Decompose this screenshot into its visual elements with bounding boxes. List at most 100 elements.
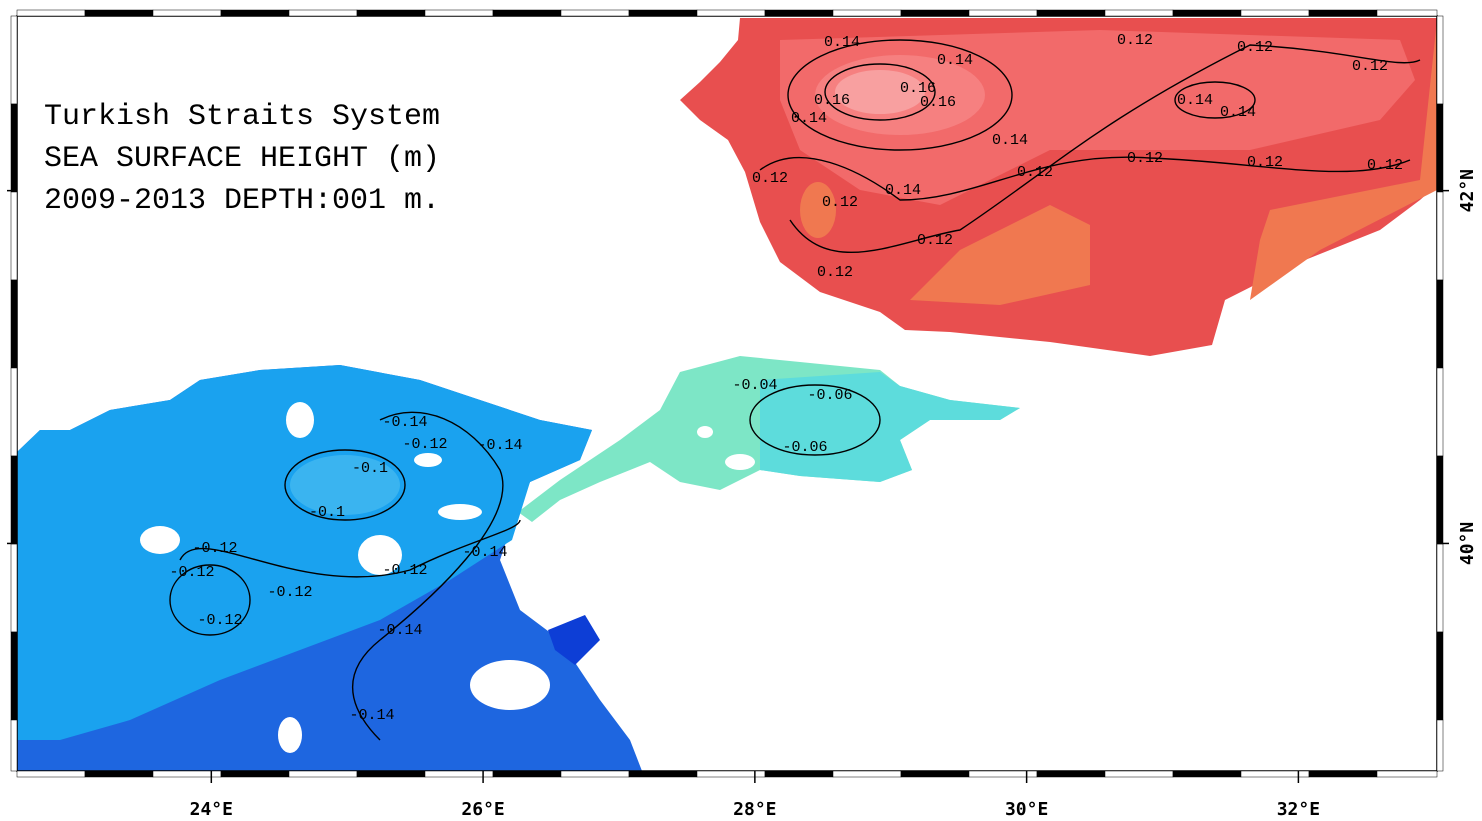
contour-label: -0.04 — [732, 377, 777, 394]
contours — [169, 39, 1421, 741]
contour-label: 0.14 — [992, 132, 1028, 149]
border-segment — [1172, 770, 1242, 778]
border-segment — [1436, 191, 1444, 281]
border-segment — [1436, 279, 1444, 369]
contour-label: 0.12 — [1367, 157, 1403, 174]
contour-label: -0.1 — [309, 504, 345, 521]
border-segment — [628, 9, 698, 17]
contour-label: 0.12 — [1247, 154, 1283, 171]
border-segment — [1436, 719, 1444, 772]
aegean-north — [17, 365, 592, 740]
border-segment — [1240, 9, 1310, 17]
border-segment — [696, 9, 766, 17]
aegean-low — [548, 615, 600, 665]
contour-label: 0.12 — [1237, 39, 1273, 56]
contour-label: 0.12 — [917, 232, 953, 249]
map-period: 2009-2013 DEPTH:001 m. — [44, 184, 440, 218]
border-segment — [764, 770, 834, 778]
border-segment — [220, 770, 290, 778]
border-segment — [10, 191, 18, 281]
border-segment — [560, 770, 630, 778]
x-tick-label: 28°E — [733, 799, 776, 820]
contour-label: -0.12 — [382, 562, 427, 579]
contour-label: -0.12 — [197, 612, 242, 629]
border-segment — [1376, 9, 1438, 17]
y-tick-label: 40°N — [1457, 522, 1478, 565]
border-segment — [1036, 9, 1106, 17]
contour-label: 0.14 — [885, 182, 921, 199]
border-segment — [832, 770, 902, 778]
border-segment — [1104, 770, 1174, 778]
x-tick-label: 24°E — [190, 799, 233, 820]
border-segment — [1436, 631, 1444, 721]
border-segment — [900, 9, 970, 17]
black-sea-low — [1250, 20, 1437, 300]
x-tick-label: 32°E — [1277, 799, 1320, 820]
contour-label: -0.1 — [352, 460, 388, 477]
border-segment — [1036, 770, 1106, 778]
border-segment — [16, 9, 86, 17]
contour-label: 0.14 — [791, 110, 827, 127]
border-segment — [84, 770, 154, 778]
border-segment — [968, 9, 1038, 17]
border-segment — [1104, 9, 1174, 17]
contour-label: 0.12 — [1127, 150, 1163, 167]
border-segment — [764, 9, 834, 17]
x-tick-label: 26°E — [461, 799, 504, 820]
border-segment — [1172, 9, 1242, 17]
border-segment — [628, 770, 698, 778]
border-segment — [1436, 103, 1444, 193]
contour-label: 0.14 — [1220, 104, 1256, 121]
contour-label: -0.12 — [267, 584, 312, 601]
x-tick-label: 30°E — [1005, 799, 1048, 820]
marmara-east — [760, 372, 1020, 482]
border-segment — [84, 9, 154, 17]
border-segment — [288, 9, 358, 17]
contour-label: -0.12 — [169, 564, 214, 581]
contour-label: -0.06 — [782, 439, 827, 456]
contour-label: 0.12 — [822, 194, 858, 211]
contour-label: 0.12 — [1352, 58, 1388, 75]
contour-label: 0.12 — [817, 264, 853, 281]
contour-label: 0.14 — [937, 52, 973, 69]
contour-label: -0.14 — [382, 414, 427, 431]
border-segment — [1436, 455, 1444, 545]
border-segment — [1376, 770, 1438, 778]
contour-label: 0.16 — [920, 94, 956, 111]
y-tick-label: 42°N — [1457, 169, 1478, 212]
border-segment — [10, 455, 18, 545]
border-segment — [10, 103, 18, 193]
border-segment — [10, 15, 18, 105]
map-subtitle: SEA SURFACE HEIGHT (m) — [44, 142, 440, 176]
black-sea-low — [910, 205, 1090, 305]
border-segment — [1308, 770, 1378, 778]
contour-label: 0.14 — [1177, 92, 1213, 109]
border-segment — [1308, 9, 1378, 17]
contour-label: 0.14 — [824, 34, 860, 51]
contour-label: 0.16 — [900, 80, 936, 97]
border-segment — [10, 367, 18, 457]
contour-label: 0.12 — [752, 170, 788, 187]
map-title: Turkish Straits System — [44, 100, 440, 134]
contour-label: -0.14 — [477, 437, 522, 454]
black-sea-peak — [835, 70, 925, 114]
border-segment — [1436, 367, 1444, 457]
border-segment — [16, 770, 86, 778]
black-sea-low — [800, 182, 836, 238]
aegean-high — [290, 455, 400, 515]
contour-label: -0.06 — [807, 387, 852, 404]
border-segment — [152, 9, 222, 17]
border-segment — [10, 543, 18, 633]
border-segment — [356, 9, 426, 17]
border-segment — [10, 279, 18, 369]
border-segment — [492, 770, 562, 778]
contour-label: 0.12 — [1017, 164, 1053, 181]
border-segment — [288, 770, 358, 778]
contour-label: -0.12 — [402, 436, 447, 453]
contour-label: 0.16 — [814, 92, 850, 109]
border-segment — [10, 719, 18, 772]
border-segment — [832, 9, 902, 17]
islands — [140, 402, 755, 753]
contour-label: -0.12 — [192, 540, 237, 557]
